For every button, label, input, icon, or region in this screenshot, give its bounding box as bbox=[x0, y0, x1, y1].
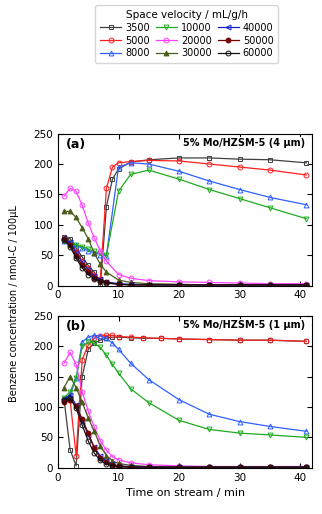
Text: 5% Mo/HZSM-5 (1 μm): 5% Mo/HZSM-5 (1 μm) bbox=[183, 320, 305, 331]
X-axis label: Time on stream / min: Time on stream / min bbox=[126, 488, 245, 498]
Text: 5% Mo/HZSM-5 (4 μm): 5% Mo/HZSM-5 (4 μm) bbox=[183, 138, 305, 148]
Legend: 3500, 5000, 8000, 10000, 20000, 30000, 40000, 50000, 60000: 3500, 5000, 8000, 10000, 20000, 30000, 4… bbox=[95, 5, 279, 63]
Text: (b): (b) bbox=[66, 320, 86, 334]
Text: Benzene concentration / nmol-C / 100μL: Benzene concentration / nmol-C / 100μL bbox=[9, 205, 20, 402]
Text: (a): (a) bbox=[66, 138, 86, 151]
